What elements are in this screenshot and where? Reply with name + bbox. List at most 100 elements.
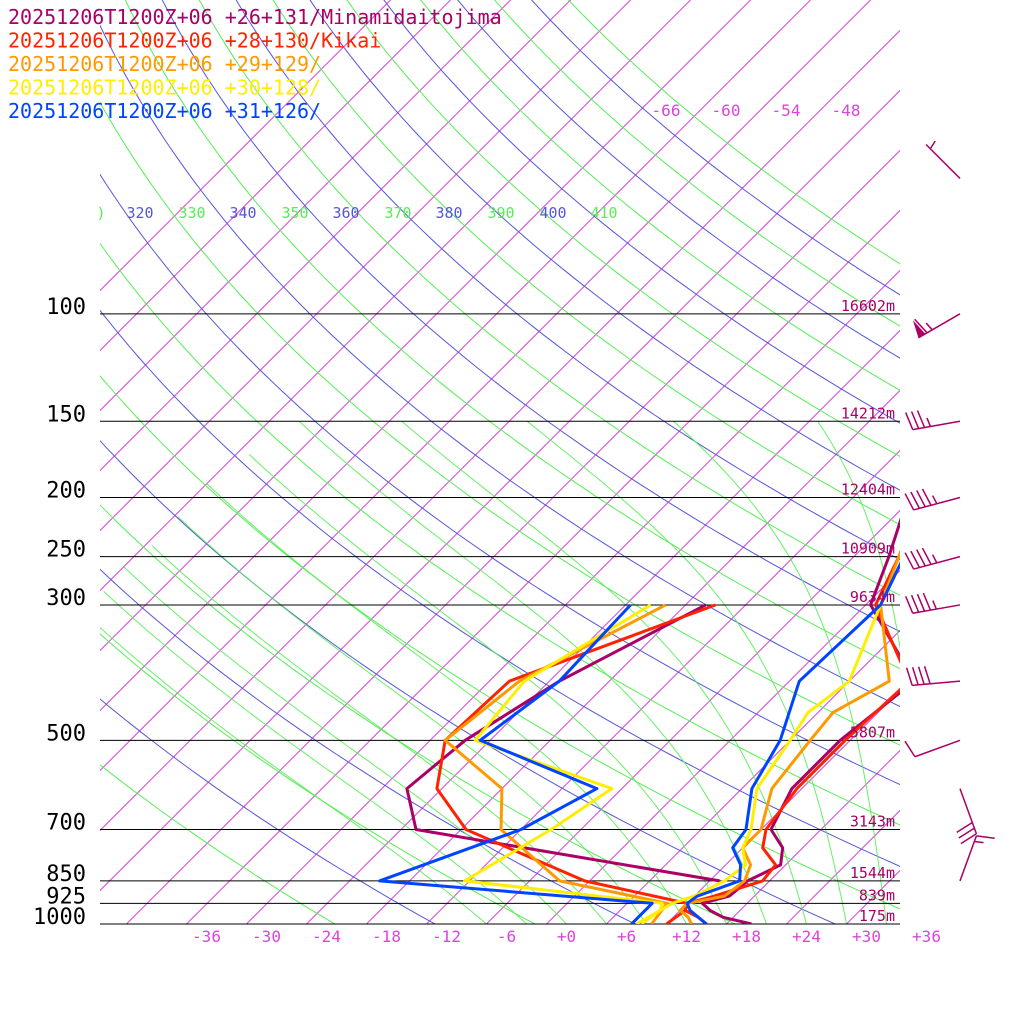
- dry-adiabat-line: [346, 0, 900, 457]
- dry-adiabat-line: [494, 0, 900, 327]
- height-label: 839m: [859, 886, 895, 904]
- wind-barb-staff: [913, 555, 961, 570]
- axis-labels: 100 16602m 150 14212m 200 12404m 250 10909m 300 9…: [33, 101, 941, 946]
- isotherm-line: [100, 89, 900, 892]
- wind-barb-half-feather: [929, 140, 936, 150]
- isotherm-line: [246, 269, 900, 924]
- height-label: 3143m: [850, 812, 895, 830]
- wind-barb-feather: [904, 493, 915, 511]
- legend-entry: 20251206T1200Z+06 +29+129/: [8, 52, 321, 76]
- wind-barb-feather: [922, 592, 932, 611]
- wind-barb-feather: [916, 593, 926, 612]
- wind-barb: [904, 410, 961, 431]
- dewpoint-profile: [463, 603, 664, 924]
- wind-barb: [904, 592, 961, 615]
- temperature-profile: [700, 517, 900, 924]
- theta-label: 320: [126, 204, 153, 222]
- wind-barb-half-feather: [931, 554, 938, 564]
- temperature-profile: [683, 549, 900, 924]
- isotherm-line: [486, 509, 900, 924]
- isotherm-line: [306, 329, 900, 924]
- wind-barb-feather: [976, 835, 995, 839]
- temperature-profile: [685, 561, 900, 924]
- height-label: 16602m: [841, 297, 895, 315]
- wind-barb-feather: [916, 490, 926, 508]
- legend-entry: 20251206T1200Z+06 +31+126/: [8, 99, 321, 123]
- wind-barb-half-feather: [932, 600, 938, 610]
- isotherm-line: [786, 809, 900, 924]
- wind-barb: [904, 739, 961, 758]
- theta-label: 340: [229, 204, 256, 222]
- dry-adiabat-lines: [100, 0, 900, 924]
- wind-barb-staff: [925, 143, 961, 179]
- dry-adiabat-line: [100, 101, 900, 746]
- dry-adiabat-line: [100, 439, 836, 924]
- dry-adiabat-line: [272, 0, 900, 526]
- pressure-label: 1000: [33, 905, 86, 930]
- wind-barb-feather: [916, 410, 926, 428]
- dry-adiabat-line: [100, 504, 736, 924]
- isotherm-line: [100, 0, 572, 472]
- height-label: 10909m: [841, 540, 895, 558]
- dry-adiabat-line: [383, 0, 900, 424]
- wind-barb: [912, 313, 961, 339]
- theta-label: 380: [435, 204, 462, 222]
- isotherm-line: [726, 749, 900, 924]
- wind-barb: [925, 140, 961, 179]
- dewpoint-profile: [405, 603, 720, 883]
- legend-entry: 20251206T1200Z+06 +26+131/Minamidaitojim…: [8, 5, 502, 29]
- dry-adiabat-line: [100, 173, 900, 786]
- dry-adiabat-line: [198, 0, 900, 596]
- wind-barb: [905, 665, 961, 687]
- isotherm-label: -48: [832, 101, 861, 120]
- temperature-tick-label: +6: [617, 927, 636, 946]
- dewpoint-profile: [435, 603, 717, 924]
- dry-adiabat-line: [420, 0, 900, 391]
- temperature-tick-label: -30: [252, 927, 281, 946]
- isotherm-line: [100, 0, 752, 652]
- theta-label: 410: [590, 204, 617, 222]
- wind-barb-half-feather: [926, 417, 932, 427]
- moist-adiabat-line: [206, 483, 687, 924]
- theta-label: 330: [178, 204, 205, 222]
- temperature-tick-label: +36: [912, 927, 941, 946]
- wind-barb: [956, 788, 978, 845]
- moist-adiabat-line: [103, 591, 527, 924]
- temperature-tick-label: -6: [497, 927, 516, 946]
- wind-barb-staff: [913, 496, 961, 511]
- temperature-tick-label: -36: [192, 927, 221, 946]
- theta-label: 360: [332, 204, 359, 222]
- dewpoint-profile: [378, 603, 654, 924]
- isotherm-line: [967, 0, 1024, 924]
- dry-adiabat-line: [161, 0, 900, 633]
- wind-barb-half-feather: [925, 322, 933, 331]
- theta-label: 400: [539, 204, 566, 222]
- wind-barb-feather: [910, 491, 921, 509]
- dry-adiabat-line: [100, 309, 900, 867]
- wind-barb-feather: [904, 595, 914, 614]
- wind-barb-feather: [958, 827, 975, 839]
- isotherm-line: [606, 629, 900, 924]
- wind-barb-feather: [910, 550, 921, 568]
- pressure-label: 700: [46, 810, 86, 835]
- isotherm-line: [126, 149, 900, 924]
- dry-adiabat-line: [100, 698, 436, 924]
- isotherm-line: [100, 29, 900, 832]
- isotherm-line: [546, 569, 900, 924]
- isotherm-line: [907, 0, 1024, 924]
- wind-barb-feather: [916, 549, 926, 567]
- theta-label: 350: [281, 204, 308, 222]
- theta-label: ): [96, 204, 105, 222]
- height-label: 14212m: [841, 404, 895, 422]
- temperature-tick-label: -24: [312, 927, 341, 946]
- isotherm-line: [100, 0, 392, 292]
- temperature-tick-label: +0: [557, 927, 576, 946]
- dry-adiabat-line: [457, 0, 900, 359]
- wind-barb-half-feather: [974, 840, 984, 844]
- dry-adiabat-line: [124, 0, 900, 670]
- dry-adiabat-line: [100, 633, 536, 924]
- wind-barb-staff: [918, 313, 961, 339]
- wind-barbs: [904, 140, 995, 882]
- legend-entry: 20251206T1200Z+06 +28+130/Kikai: [8, 29, 381, 53]
